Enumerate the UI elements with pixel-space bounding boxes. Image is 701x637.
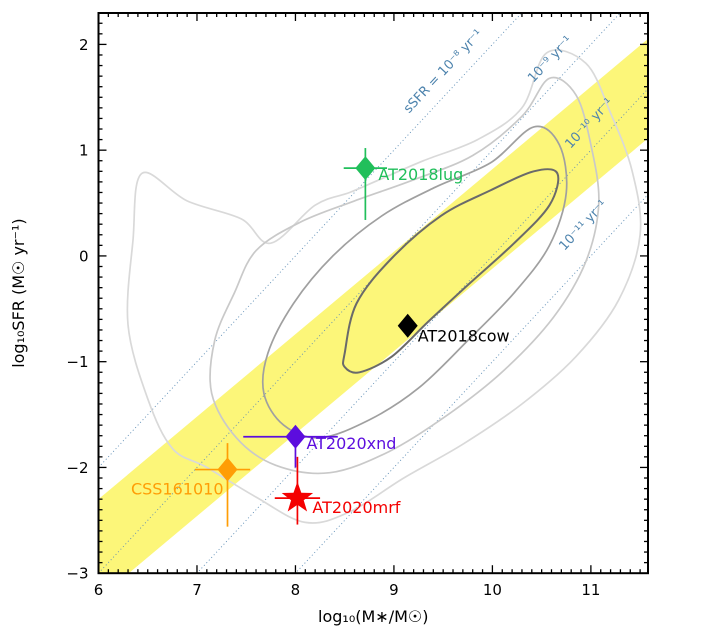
diamond-marker	[397, 313, 418, 338]
y-tick-label-0: −3	[66, 565, 88, 583]
galaxy-density-contour-level-2	[209, 76, 600, 475]
point-label-CSS161010: CSS161010	[131, 480, 224, 499]
x-tick-label-7: 7	[192, 581, 202, 599]
star-marker	[281, 481, 314, 512]
point-AT2020xnd: AT2020xnd	[243, 424, 396, 468]
point-AT2018cow: AT2018cow	[397, 313, 510, 346]
galaxy-density-contour-level-1	[126, 49, 642, 524]
diamond-marker	[285, 424, 306, 449]
x-tick-label-11: 11	[581, 581, 600, 599]
diamond-marker	[217, 457, 238, 482]
y-tick-label-1: −2	[66, 459, 88, 477]
y-axis-title: log₁₀SFR (M☉ yr⁻¹)	[9, 218, 28, 367]
x-tick-label-9: 9	[389, 581, 399, 599]
plot-border	[97, 12, 649, 575]
point-AT2020mrf: AT2020mrf	[274, 456, 401, 525]
galaxy-density-contour-level-4	[342, 168, 560, 374]
x-axis-title: log₁₀(M∗/M☉)	[318, 607, 428, 626]
point-CSS161010: CSS161010	[131, 443, 251, 527]
point-label-AT2018lug: AT2018lug	[378, 165, 463, 184]
star-forming-main-sequence-band	[98, 38, 648, 574]
x-tick-label-10: 10	[483, 581, 502, 599]
point-label-AT2020mrf: AT2020mrf	[312, 498, 400, 517]
x-tick-label-8: 8	[291, 581, 301, 599]
data-layer	[98, 13, 648, 574]
galaxy-density-contour-level-3	[261, 125, 568, 439]
ssfr-label--8: sSFR = 10⁻⁸ yr⁻¹	[401, 27, 486, 117]
ssfr-line--11	[294, 194, 648, 574]
point-AT2018lug: AT2018lug	[343, 148, 463, 220]
x-tick-label-6: 6	[94, 581, 104, 599]
y-tick-label-5: 2	[79, 36, 89, 54]
point-label-AT2018cow: AT2018cow	[418, 327, 510, 346]
axes-frame	[97, 12, 649, 575]
y-tick-label-3: 0	[79, 247, 89, 265]
y-tick-label-4: 1	[79, 142, 89, 160]
diamond-marker	[355, 156, 376, 181]
point-label-AT2020xnd: AT2020xnd	[306, 434, 396, 453]
y-tick-label-2: −1	[66, 353, 88, 371]
